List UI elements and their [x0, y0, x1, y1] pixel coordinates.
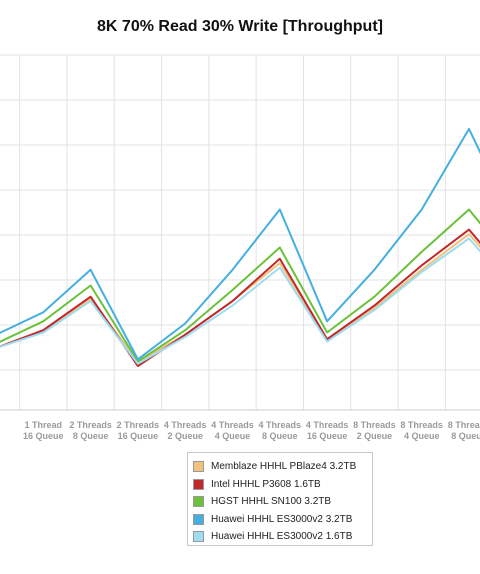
legend-swatch — [193, 513, 204, 525]
x-tick-label: 4 Queue — [215, 431, 251, 441]
legend-label: Huawei HHHL ES3000v2 1.6TB — [211, 531, 353, 543]
legend-swatch — [193, 461, 204, 473]
legend-item: Memblaze HHHL PBlaze4 3.2TB — [193, 458, 372, 476]
x-tick-label: 4 Threads — [164, 420, 207, 430]
legend-swatch — [193, 496, 204, 508]
x-tick-label: 16 Queue — [307, 431, 348, 441]
series-line-5 — [0, 237, 480, 365]
legend-item: Huawei HHHL ES3000v2 3.2TB — [193, 511, 372, 529]
series-line-4 — [0, 127, 480, 361]
x-tick-label: 8 Threads — [353, 420, 396, 430]
x-tick-label: 8 Threads — [448, 420, 480, 430]
legend-label: HGST HHHL SN100 3.2TB — [211, 496, 332, 508]
legend-item: Intel HHHL P3608 1.6TB — [193, 476, 372, 494]
series-line-2 — [0, 228, 480, 367]
series-layer — [0, 127, 480, 367]
legend-label: Memblaze HHHL PBlaze4 3.2TB — [211, 461, 357, 473]
x-tick-label: 1 Thread — [25, 420, 63, 430]
x-tick-label: 2 Threads — [117, 420, 160, 430]
x-tick-label: 4 Threads — [306, 420, 349, 430]
x-tick-label: 16 Queue — [23, 431, 64, 441]
legend-swatch — [193, 478, 204, 490]
x-tick-label: 8 Threads — [400, 420, 443, 430]
legend-label: Intel HHHL P3608 1.6TB — [211, 478, 321, 490]
x-tick-label: 4 Queue — [404, 431, 440, 441]
legend-swatch — [193, 531, 204, 543]
x-tick-label: 2 Threads — [69, 420, 112, 430]
x-tick-label: 8 Queue — [262, 431, 298, 441]
grid — [0, 54, 480, 411]
x-tick-label: 2 Queue — [357, 431, 393, 441]
legend-item: HGST HHHL SN100 3.2TB — [193, 493, 372, 511]
legend-item: Huawei HHHL ES3000v2 1.6TB — [193, 528, 372, 546]
legend-label: Huawei HHHL ES3000v2 3.2TB — [211, 513, 353, 525]
series-line-1 — [0, 233, 480, 363]
x-tick-label: 4 Threads — [259, 420, 302, 430]
series-line-3 — [0, 208, 480, 363]
x-tick-label: 4 Threads — [211, 420, 254, 430]
x-tick-label: 2 Queue — [167, 431, 203, 441]
legend: Memblaze HHHL PBlaze4 3.2TB Intel HHHL P3… — [187, 452, 373, 546]
x-tick-label: 8 Queue — [73, 431, 109, 441]
x-tick-label: 8 Queue — [451, 431, 480, 441]
chart-title: 8K 70% Read 30% Write [Throughput] — [97, 18, 383, 35]
x-tick-label: 16 Queue — [118, 431, 159, 441]
